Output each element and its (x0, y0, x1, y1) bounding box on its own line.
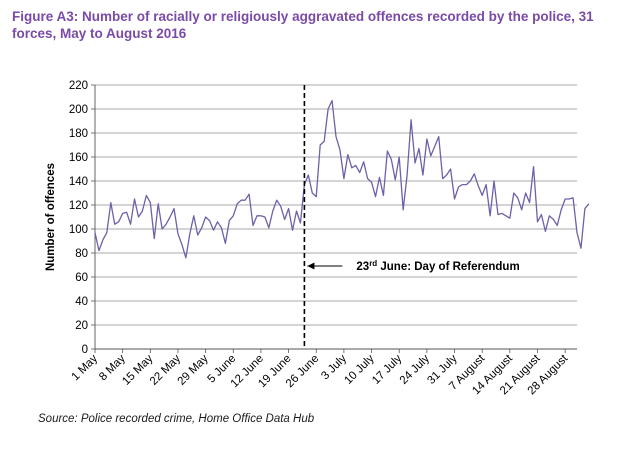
y-axis-label: Number of offences (45, 163, 57, 271)
y-tick-label: 20 (75, 320, 88, 332)
x-tick-label: 29 May (176, 352, 211, 387)
y-tick-label: 140 (69, 176, 88, 188)
y-tick-label: 160 (69, 152, 88, 164)
y-tick-label: 200 (69, 104, 88, 116)
x-tick-label: 10 July (342, 352, 376, 386)
series-line (94, 99, 590, 259)
x-tick-label: 1 May (69, 352, 100, 383)
y-tick-label: 60 (75, 272, 88, 284)
y-tick-label: 220 (69, 80, 88, 92)
x-tick-label: 24 July (398, 352, 432, 386)
source-note: Source: Police recorded crime, Home Offi… (38, 413, 315, 425)
y-tick-label: 100 (69, 224, 88, 236)
chart-title: Figure A3: Number of racially or religio… (12, 9, 594, 41)
y-tick-label: 40 (75, 296, 88, 308)
annotation-arrow-head (307, 262, 315, 270)
y-tick-label: 120 (69, 200, 88, 212)
y-tick-label: 0 (82, 344, 88, 356)
annotation-label: 23rd June: Day of Referendum (356, 259, 519, 273)
y-tick-label: 80 (75, 248, 88, 260)
x-tick-label: 17 July (370, 352, 404, 386)
y-tick-label: 180 (69, 128, 88, 140)
